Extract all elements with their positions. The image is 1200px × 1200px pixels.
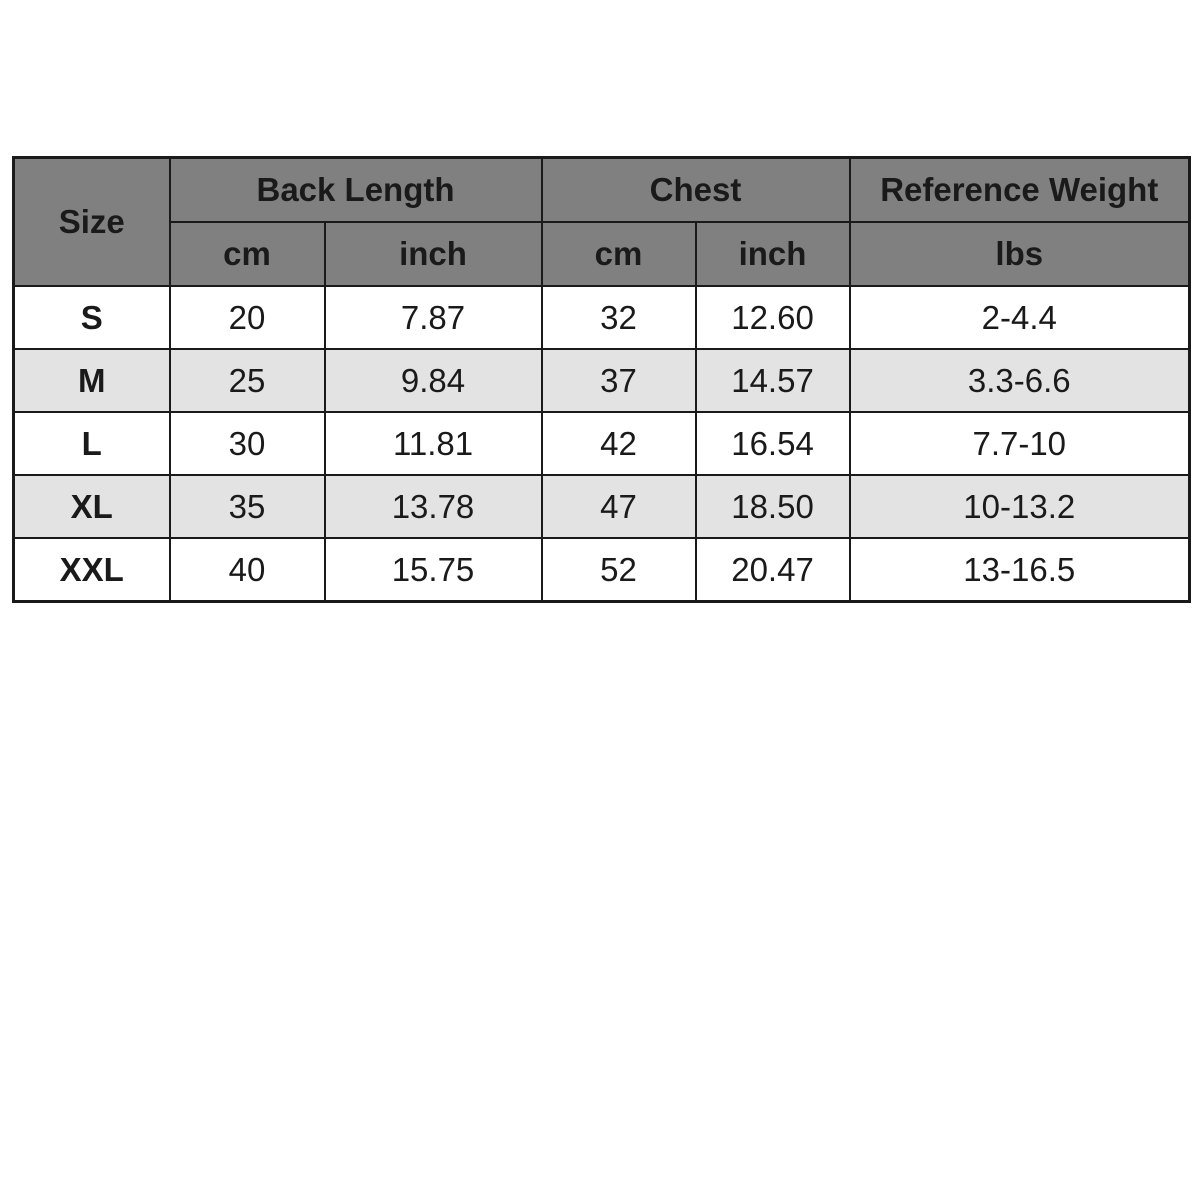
value-cell: 20 — [168, 285, 326, 350]
group-header: Chest — [540, 156, 851, 223]
header-row: Size Back Length Chest Reference Weight — [12, 156, 1191, 287]
value-cell: 11.81 — [323, 411, 543, 476]
unit-header: inch — [694, 221, 851, 287]
unit-header: inch — [323, 221, 543, 287]
size-cell: XL — [12, 474, 171, 539]
value-cell: 14.57 — [694, 348, 851, 413]
data-row: XXL 40 15.75 52 20.47 13-16.5 — [12, 537, 1191, 603]
size-cell: L — [12, 411, 171, 476]
value-cell: 25 — [168, 348, 326, 413]
value-cell: 13-16.5 — [848, 537, 1191, 603]
unit-header: cm — [168, 221, 326, 287]
value-cell: 2-4.4 — [848, 285, 1191, 350]
data-row: S 20 7.87 32 12.60 2-4.4 — [12, 285, 1191, 350]
size-header: Size — [12, 156, 171, 287]
value-cell: 7.87 — [323, 285, 543, 350]
data-row: M 25 9.84 37 14.57 3.3-6.6 — [12, 348, 1191, 413]
value-cell: 7.7-10 — [848, 411, 1191, 476]
size-cell: M — [12, 348, 171, 413]
value-cell: 12.60 — [694, 285, 851, 350]
value-cell: 18.50 — [694, 474, 851, 539]
value-cell: 35 — [168, 474, 326, 539]
value-cell: 30 — [168, 411, 326, 476]
size-cell: XXL — [12, 537, 171, 603]
size-table: Size Back Length Chest Reference Weight cm in… — [12, 156, 1192, 603]
size-cell: S — [12, 285, 171, 350]
value-cell: 37 — [540, 348, 697, 413]
value-cell: 40 — [168, 537, 326, 603]
data-row: XL 35 13.78 47 18.50 10-13.2 — [12, 474, 1191, 539]
value-cell: 13.78 — [323, 474, 543, 539]
value-cell: 47 — [540, 474, 697, 539]
value-cell: 15.75 — [323, 537, 543, 603]
value-cell: 52 — [540, 537, 697, 603]
value-cell: 20.47 — [694, 537, 851, 603]
value-cell: 16.54 — [694, 411, 851, 476]
data-row: L 30 11.81 42 16.54 7.7-10 — [12, 411, 1191, 476]
value-cell: 3.3-6.6 — [848, 348, 1191, 413]
group-header: Back Length — [168, 156, 543, 223]
unit-row: cm inch cm inch lbs — [14, 221, 1191, 287]
value-cell: 9.84 — [323, 348, 543, 413]
unit-header: lbs — [848, 221, 1191, 287]
value-cell: 10-13.2 — [848, 474, 1191, 539]
value-cell: 32 — [540, 285, 697, 350]
unit-header: cm — [540, 221, 697, 287]
group-header: Reference Weight — [848, 156, 1191, 223]
value-cell: 42 — [540, 411, 697, 476]
